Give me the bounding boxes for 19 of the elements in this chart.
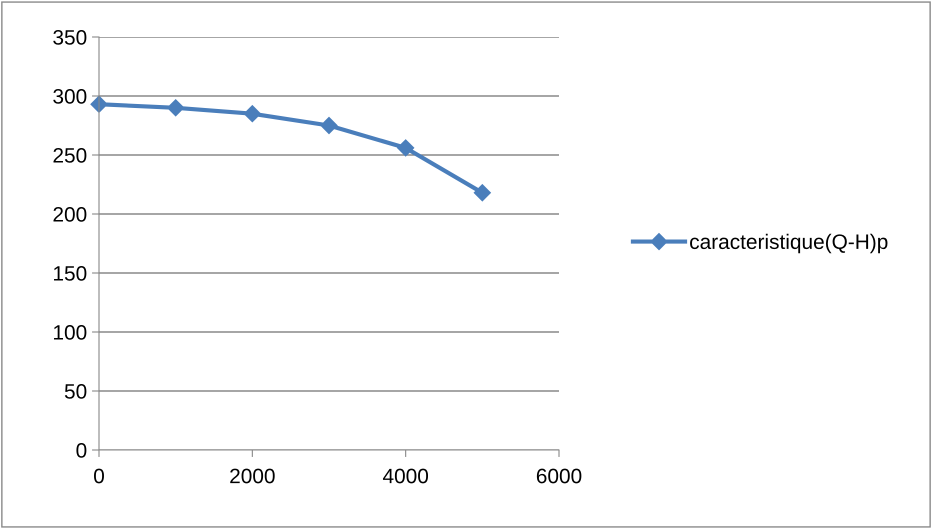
- y-tick-label: 250: [53, 148, 86, 163]
- point: [474, 184, 491, 202]
- x-tick-label: 2000: [230, 468, 275, 484]
- x-tick-label: 0: [94, 468, 104, 484]
- x-tick-label: 4000: [382, 468, 428, 484]
- y-tick-label: 300: [53, 89, 86, 104]
- y-tick-label: 100: [54, 325, 86, 340]
- y-tick-label: 200: [53, 207, 86, 222]
- point: [397, 139, 414, 156]
- point: [90, 96, 108, 113]
- point: [167, 99, 184, 116]
- y-tick-label: 0: [76, 443, 86, 458]
- y-tick-label: 150: [54, 266, 86, 281]
- point: [244, 105, 261, 122]
- legend-label: caracteristique(Q-H)p: [690, 234, 888, 254]
- y-tick-label: 350: [53, 30, 86, 45]
- y-tick-label: 50: [64, 384, 86, 399]
- x-tick-label: 6000: [536, 468, 582, 484]
- point: [320, 116, 338, 134]
